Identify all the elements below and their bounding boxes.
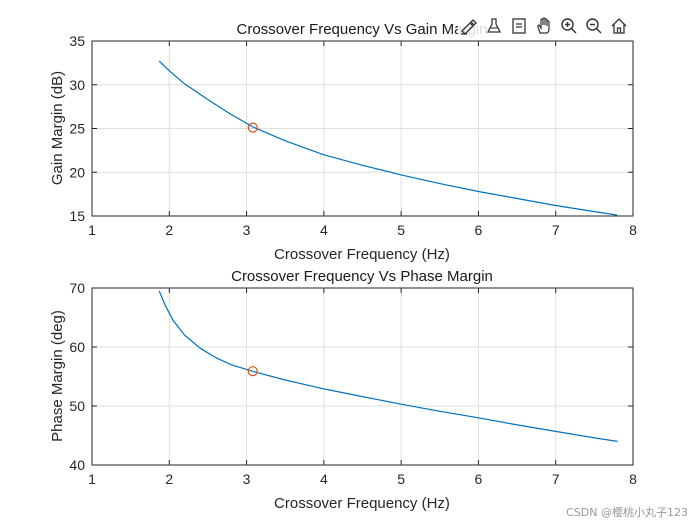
y-tick-label: 70 [69, 280, 85, 296]
x-tick-label: 7 [552, 222, 560, 238]
x-tick-label: 1 [88, 471, 96, 487]
x-tick-label: 6 [475, 471, 483, 487]
y-tick-label: 25 [69, 121, 85, 137]
series-line [158, 60, 618, 216]
watermark: CSDN @樱桃小丸子123 [566, 506, 688, 519]
axes-toolbar [458, 14, 636, 38]
tick-marks [91, 287, 634, 466]
series-line [158, 290, 618, 442]
chart-title: Crossover Frequency Vs Phase Margin [231, 268, 493, 285]
x-tick-label: 3 [243, 471, 251, 487]
y-tick-labels: 15 20 25 30 35 [69, 33, 85, 224]
y-tick-label: 20 [69, 164, 85, 180]
x-axis-label: Crossover Frequency (Hz) [274, 495, 450, 512]
x-tick-label: 5 [397, 471, 405, 487]
x-tick-label: 6 [475, 222, 483, 238]
x-axis-label: Crossover Frequency (Hz) [274, 246, 450, 263]
x-tick-label: 5 [397, 222, 405, 238]
operating-point-marker[interactable] [247, 366, 258, 377]
gridlines [92, 288, 633, 465]
y-axis-label: Phase Margin (deg) [49, 310, 66, 442]
x-tick-label: 3 [243, 222, 251, 238]
zoom-out-icon[interactable] [583, 15, 605, 37]
axes-gain-margin[interactable]: 1 2 3 4 5 6 7 8 15 20 25 30 35 Crossover Frequency … [49, 21, 637, 263]
x-tick-label: 4 [320, 471, 328, 487]
home-icon[interactable] [608, 15, 630, 37]
data-tips-icon[interactable] [483, 15, 505, 37]
brush-icon[interactable] [458, 15, 480, 37]
y-tick-label: 15 [69, 208, 85, 224]
y-tick-label: 30 [69, 77, 85, 93]
operating-point-marker[interactable] [247, 122, 258, 133]
y-tick-label: 60 [69, 339, 85, 355]
axes-box [91, 287, 634, 466]
axes-phase-margin[interactable]: 1 2 3 4 5 6 7 8 40 50 60 70 Crossover Frequency Vs… [49, 268, 637, 512]
series-layer [158, 290, 618, 442]
x-tick-label: 4 [320, 222, 328, 238]
x-tick-label: 2 [165, 222, 173, 238]
x-tick-label: 2 [165, 471, 173, 487]
x-tick-label: 8 [629, 471, 637, 487]
x-tick-labels: 1 2 3 4 5 6 7 8 [88, 471, 637, 487]
y-tick-label: 40 [69, 457, 85, 473]
tick-marks [91, 40, 634, 217]
x-tick-labels: 1 2 3 4 5 6 7 8 [88, 222, 637, 238]
chart-title: Crossover Frequency Vs Gain Margin [237, 21, 488, 38]
zoom-in-icon[interactable] [558, 15, 580, 37]
y-axis-label: Gain Margin (dB) [49, 71, 66, 185]
pan-icon[interactable] [533, 15, 555, 37]
edit-plot-icon[interactable] [508, 15, 530, 37]
x-tick-label: 8 [629, 222, 637, 238]
x-tick-label: 7 [552, 471, 560, 487]
y-tick-label: 35 [69, 33, 85, 49]
y-tick-labels: 40 50 60 70 [69, 280, 85, 473]
series-layer [158, 60, 618, 216]
x-tick-label: 1 [88, 222, 96, 238]
y-tick-label: 50 [69, 398, 85, 414]
